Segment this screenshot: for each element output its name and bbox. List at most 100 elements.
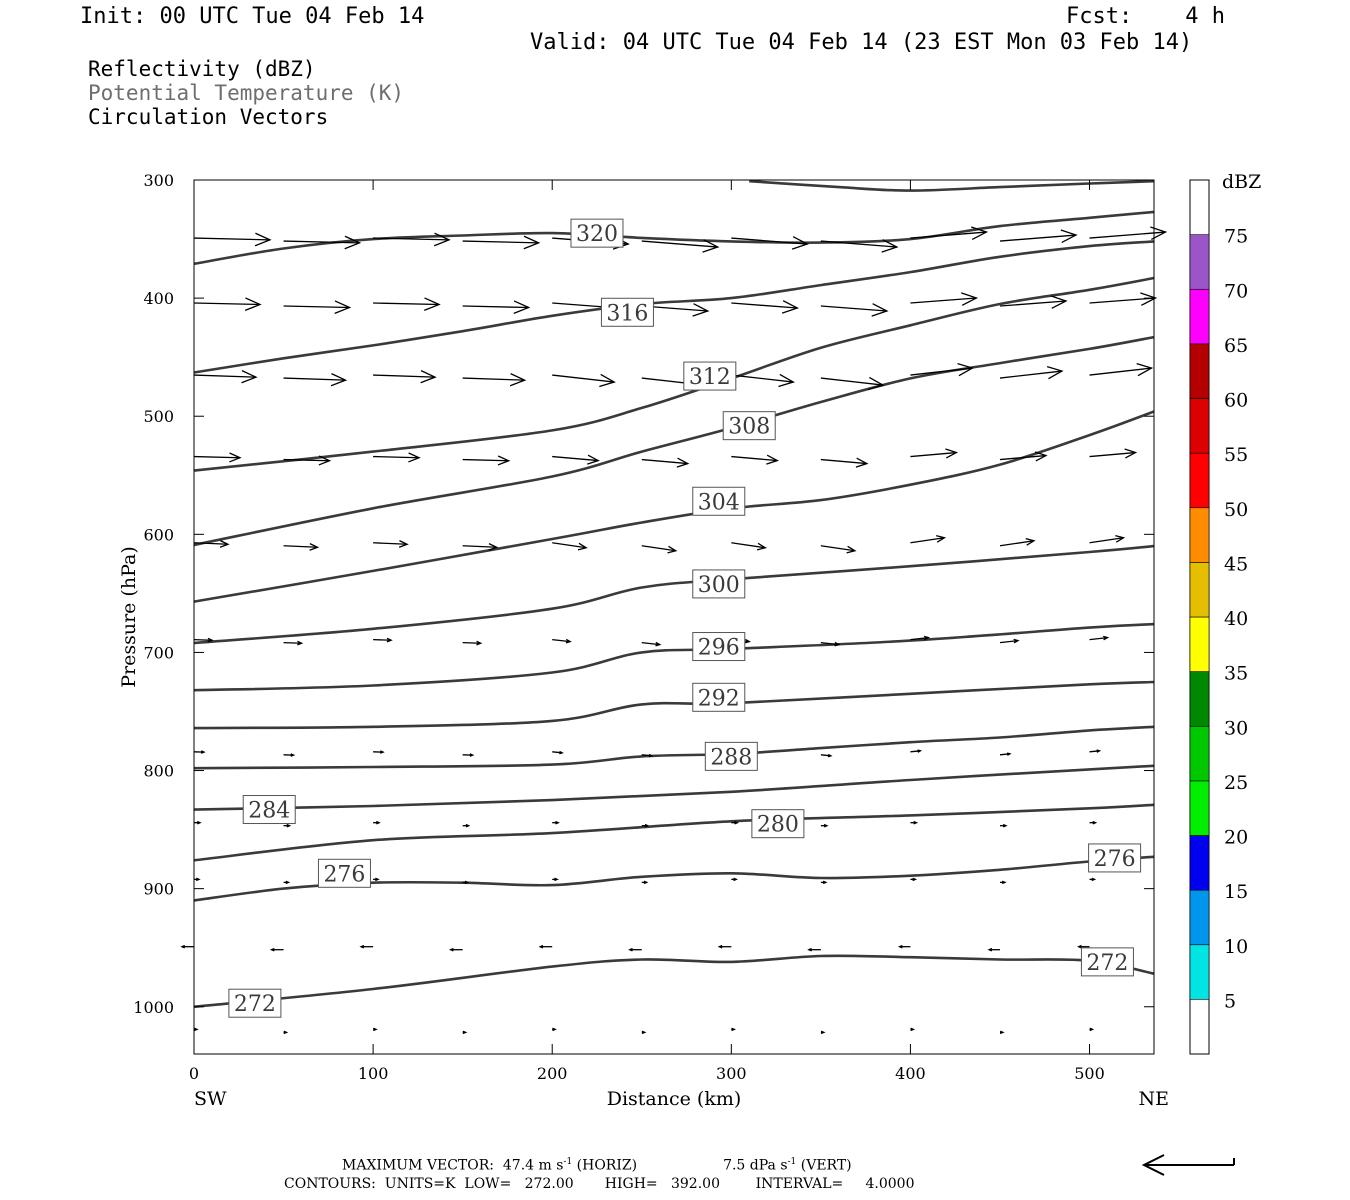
wind-vector	[1089, 749, 1102, 753]
plot-frame	[193, 179, 1155, 1055]
contour-292	[193, 680, 1155, 730]
wind-vector	[552, 877, 559, 882]
contour-label-box-284	[242, 795, 296, 825]
colorbar: 5 10 15 20 25 30 35 40 45 50 55 60 65 70 75 dBZ	[1189, 171, 1261, 1055]
contour-label-304: 304	[698, 490, 740, 515]
contour-324	[749, 179, 1155, 192]
wind-vector	[820, 880, 828, 885]
contour-296	[193, 622, 1155, 692]
colorbar-swatch	[1189, 889, 1210, 946]
wind-vector	[910, 877, 918, 882]
contour-label-box-276	[317, 858, 371, 888]
wind-vector	[999, 1030, 1005, 1035]
colorbar-level-label: 75	[1224, 226, 1248, 248]
reference-vector-arrow	[1141, 1154, 1235, 1176]
colorbar-swatch	[1189, 616, 1210, 672]
wind-vector	[731, 454, 779, 465]
wind-vector	[807, 947, 821, 952]
wind-vector	[910, 535, 947, 544]
wind-vector	[283, 1030, 289, 1035]
wind-vector	[552, 1027, 557, 1032]
contour-label-288: 288	[710, 745, 752, 770]
contour-label-box-312	[683, 361, 737, 391]
contour-label-box-272	[228, 988, 282, 1018]
colorbar-swatch	[1189, 562, 1210, 618]
wind-vector	[910, 1027, 916, 1032]
wind-vector	[641, 545, 678, 554]
wind-vector	[552, 373, 616, 388]
wind-vector	[820, 457, 869, 468]
colorbar-level-label: 20	[1224, 827, 1248, 849]
wind-vector	[194, 877, 201, 882]
wind-vector	[820, 239, 899, 253]
wind-vector	[462, 373, 527, 387]
contour-label-284: 284	[248, 799, 290, 824]
colorbar-swatch	[1189, 452, 1210, 509]
wind-vector	[462, 823, 471, 828]
max-vector-line: MAXIMUM VECTOR: 47.4 m s-1 (HORIZ) 7.5 dP…	[342, 1157, 852, 1174]
colorbar-swatch	[1189, 398, 1210, 454]
wind-vector	[999, 638, 1020, 644]
colorbar-level-label: 40	[1224, 608, 1248, 630]
field-reflectivity: Reflectivity (dBZ)	[88, 57, 316, 81]
wind-vector	[820, 545, 857, 554]
contour-284	[193, 764, 1155, 811]
wind-vector	[1089, 1027, 1095, 1032]
circulation-vectors	[180, 226, 1168, 1035]
y-axis-label: Pressure (hPa)	[118, 546, 140, 688]
contour-label-box-296	[692, 632, 746, 662]
contour-label-316: 316	[606, 301, 648, 326]
contour-label-box-276	[1088, 843, 1142, 873]
colorbar-swatch	[1189, 288, 1210, 345]
wind-vector	[552, 454, 600, 465]
contour-308	[193, 335, 1155, 547]
wind-vector	[448, 947, 463, 952]
wind-vector	[910, 820, 919, 825]
wind-vector	[641, 239, 720, 253]
wind-vector	[717, 944, 732, 949]
wind-vector	[552, 820, 560, 825]
contour-label-300: 300	[698, 573, 740, 598]
contour-labels: 272 272 276 276 280 284 288 292 296 300 304 308 312 3…	[228, 218, 1142, 1018]
contour-label-312: 312	[689, 365, 731, 390]
wind-vector	[194, 820, 202, 825]
wind-vector	[462, 753, 475, 757]
contour-label-box-280	[751, 809, 805, 839]
colorbar-level-label: 30	[1224, 717, 1248, 739]
wind-vector	[193, 750, 206, 754]
wind-vector	[552, 638, 572, 644]
wind-vector	[283, 640, 304, 646]
wind-vector	[373, 1027, 378, 1032]
contour-316	[193, 240, 1155, 374]
colorbar-swatch	[1189, 507, 1210, 563]
wind-vector	[1089, 635, 1110, 641]
colorbar-title: dBZ	[1222, 171, 1261, 193]
tick-marks: 300 400 500 600 700 800 900 1000 0 100 200 300 400 50…	[133, 171, 1154, 1083]
y-tick-label: 300	[143, 171, 174, 190]
wind-vector	[999, 880, 1007, 885]
colorbar-level-label: 15	[1224, 881, 1248, 903]
colorbar-level-label: 65	[1224, 335, 1248, 357]
contour-label-320: 320	[576, 222, 618, 247]
wind-vector	[910, 635, 931, 641]
wind-vector	[283, 300, 352, 315]
left-end-label: SW	[194, 1088, 227, 1110]
wind-vector	[999, 823, 1008, 828]
wind-vector	[731, 820, 739, 825]
wind-vector	[1089, 535, 1126, 544]
wind-vector	[462, 543, 499, 551]
wind-vector	[283, 753, 296, 757]
wind-vector	[820, 641, 841, 647]
x-tick-label: 0	[189, 1064, 199, 1083]
contour-288	[193, 725, 1155, 770]
colorbar-level-label: 45	[1224, 553, 1248, 575]
wind-vector	[628, 947, 642, 952]
wind-vector	[641, 753, 654, 758]
field-circulation-vectors: Circulation Vectors	[88, 105, 329, 129]
colorbar-level-label: 50	[1224, 499, 1248, 521]
y-tick-label: 800	[143, 762, 174, 781]
contour-label-box-316	[600, 297, 654, 327]
contour-label-box-308	[722, 411, 776, 441]
wind-vector	[283, 235, 362, 250]
wind-vector	[373, 452, 421, 463]
